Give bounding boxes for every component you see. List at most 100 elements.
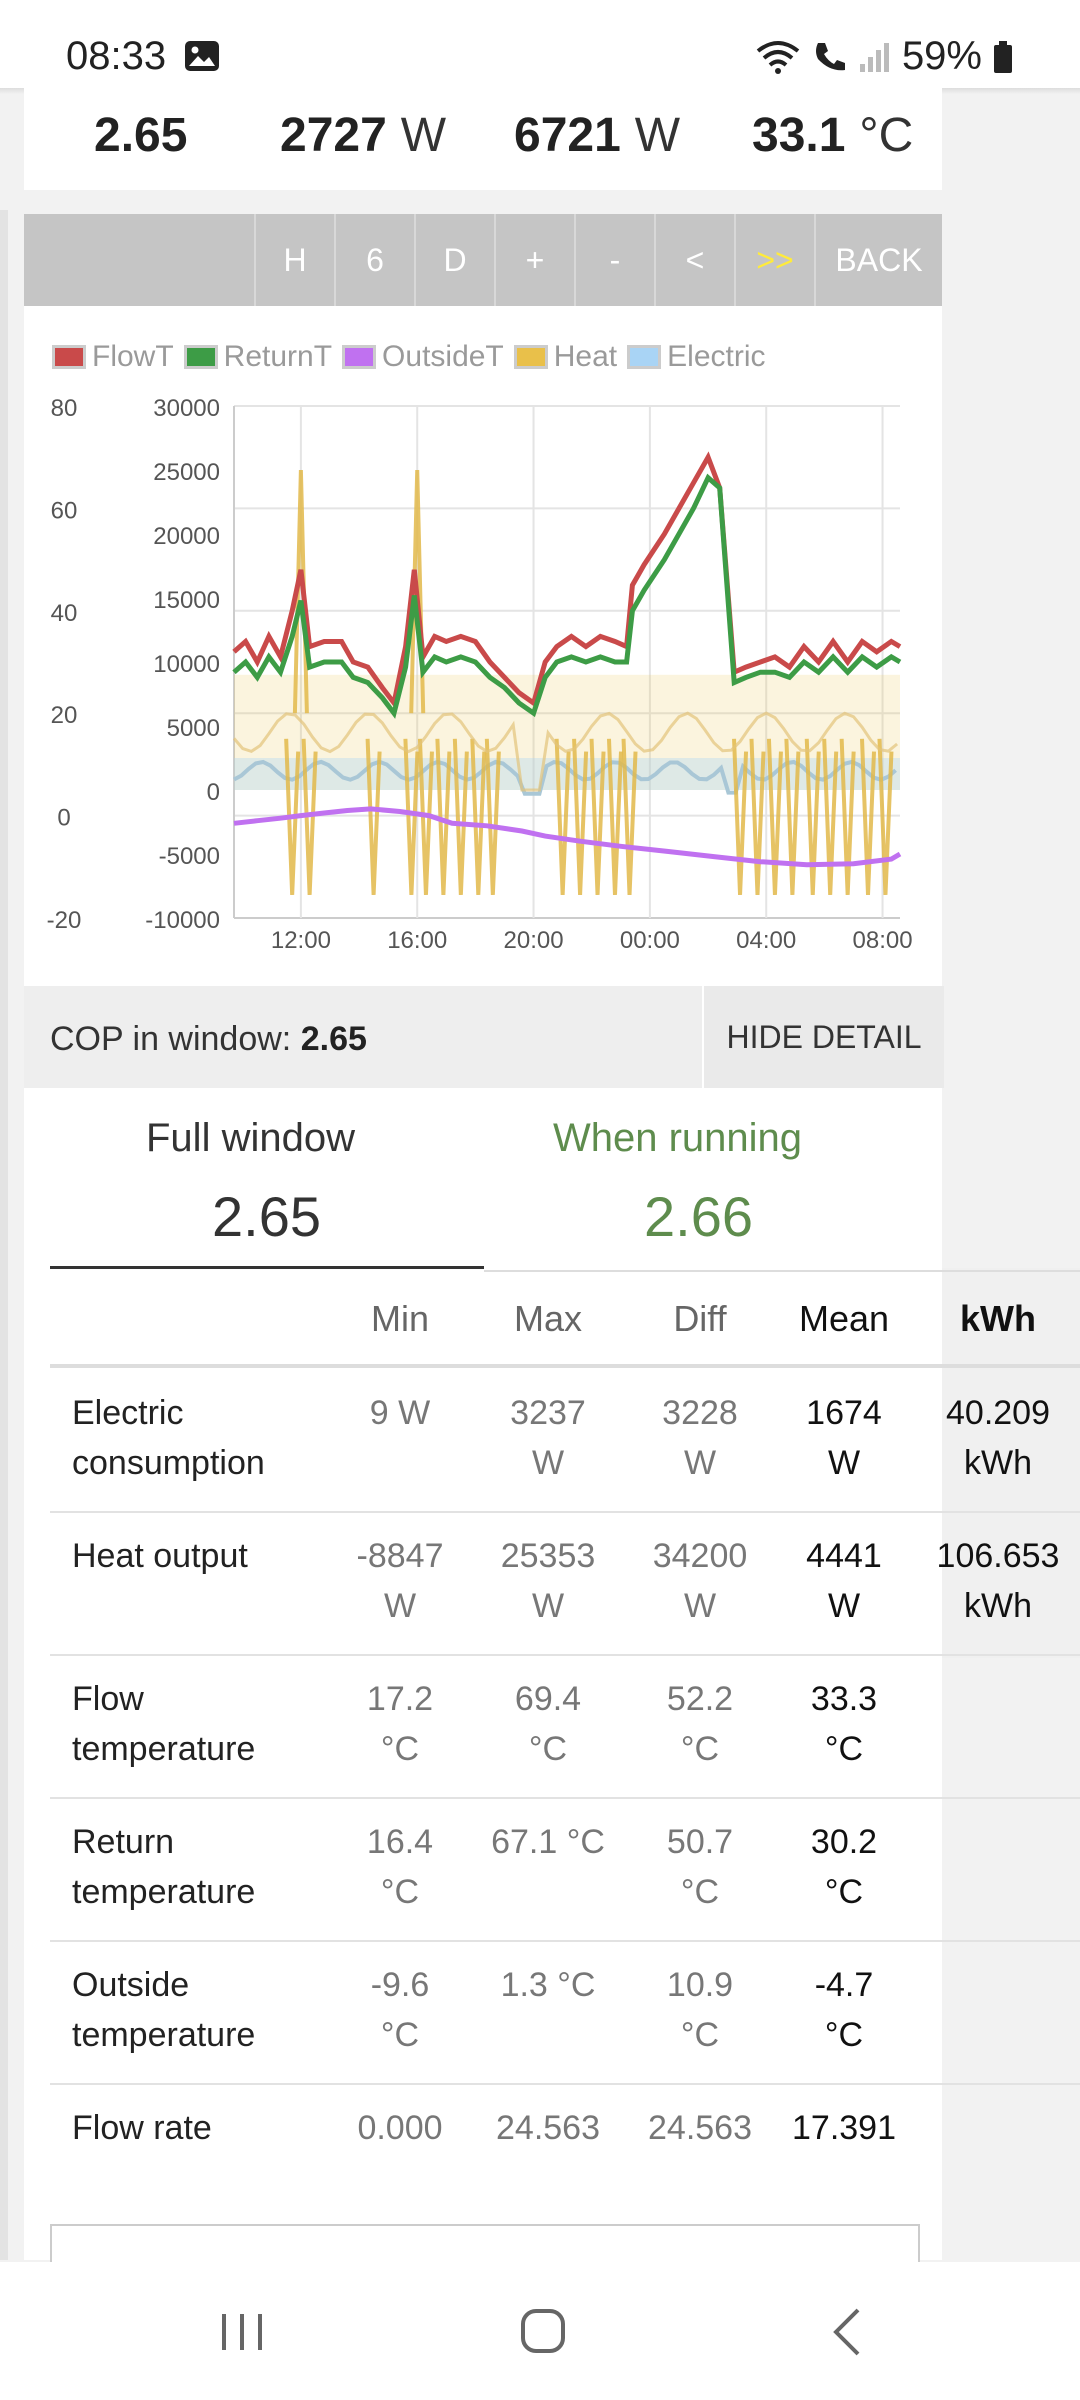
live-stats: 2.65 2727 W 6721 W 33.1 °C — [24, 88, 942, 190]
heat-spike — [554, 738, 571, 896]
table-cell-max: 69.4 °C — [514, 1680, 582, 1768]
series-outsidet-line — [233, 806, 902, 868]
table-cell-kwh: 40.209 kWh — [946, 1394, 1050, 1482]
navigation-bar — [0, 2262, 1080, 2400]
status-bar: 08:33 59% — [0, 0, 1080, 88]
row-divider — [50, 1654, 1080, 1656]
tab-when-running[interactable]: When running — [553, 1116, 803, 1160]
heat-spike — [284, 738, 301, 896]
chart-panel — [24, 306, 942, 986]
battery-percent: 59% — [901, 34, 982, 78]
stat-heat: 6721 W — [514, 109, 681, 162]
heat-spike — [860, 738, 877, 896]
x-tick-label: 12:00 — [271, 927, 331, 954]
y-right-tick-label: -10000 — [145, 907, 220, 934]
pan-left-button[interactable]: < — [654, 214, 734, 306]
x-tick-label: 16:00 — [387, 927, 447, 954]
table-cell-name: Heat output — [72, 1537, 248, 1575]
x-tick-label: 04:00 — [736, 927, 796, 954]
series-returnt-line — [232, 473, 902, 719]
header-min: Min — [370, 1298, 429, 1339]
table-cell-diff: 10.9 °C — [666, 1966, 734, 2054]
spacer — [24, 190, 942, 214]
heat-spike — [403, 738, 420, 896]
table-cell-max: 3237 W — [510, 1394, 586, 1482]
table-cell-mean: 33.3 °C — [810, 1680, 878, 1768]
heat-spike — [365, 738, 382, 896]
wifi-calling-icon — [815, 42, 845, 70]
heat-spike — [470, 738, 487, 896]
table-cell-mean: -4.7 °C — [814, 1966, 874, 2054]
heat-spike — [749, 738, 766, 896]
stat-cop: 2.65 — [94, 109, 188, 162]
gallery-icon — [185, 41, 219, 71]
tab-when-running-value: 2.66 — [644, 1185, 753, 1248]
zoom-in-button[interactable]: + — [494, 214, 574, 306]
y-right-tick-label: 30000 — [153, 395, 220, 422]
table-cell-diff: 52.2 °C — [666, 1680, 734, 1768]
legend-outsidet[interactable]: OutsideT — [342, 340, 504, 374]
y-right-tick-label: 10000 — [153, 651, 220, 678]
stat-flow-temp: 33.1 °C — [752, 109, 914, 162]
wifi-icon — [756, 40, 800, 74]
y-left-tick-label: 80 — [51, 395, 78, 422]
heat-spike — [732, 738, 749, 896]
heat-spike — [589, 738, 606, 896]
heat-spike — [822, 738, 839, 896]
legend-flowt[interactable]: FlowT — [52, 340, 174, 374]
table-cell-name: Flow rate — [72, 2109, 212, 2147]
heat-spike — [452, 738, 469, 896]
day-button[interactable]: D — [414, 214, 494, 306]
legend-returnt[interactable]: ReturnT — [183, 340, 332, 374]
heat-spike — [301, 738, 318, 896]
table-cell-mean: 30.2 °C — [810, 1823, 878, 1911]
hide-detail-button[interactable]: HIDE DETAIL — [702, 986, 944, 1088]
header-mean: Mean — [798, 1298, 890, 1339]
table-cell-mean: 4441 W — [806, 1537, 882, 1625]
table-cell-max: 67.1 °C — [491, 1823, 605, 1861]
chart-plot[interactable]: 80 60 40 20 0 -20 30000 25000 20000 15000 10000 500… — [24, 386, 942, 966]
table-cell-max: 1.3 °C — [500, 1966, 596, 2004]
table-cell-mean: 17.391 — [792, 2109, 896, 2147]
table-cell-mean: 1674 W — [806, 1394, 882, 1482]
table-cell-min: 0.000 — [357, 2109, 443, 2147]
heat-spike — [784, 738, 801, 896]
table-cell-diff: 34200 W — [652, 1537, 748, 1625]
y-right-tick-label: 0 — [207, 779, 220, 806]
active-tab-indicator — [50, 1266, 484, 1269]
heat-spike — [839, 738, 856, 896]
recent-apps-icon[interactable] — [218, 2312, 266, 2352]
six-hour-button[interactable]: 6 — [334, 214, 414, 306]
legend-heat[interactable]: Heat — [513, 340, 617, 374]
header-rule — [50, 1364, 1080, 1368]
y-right-tick-label: -5000 — [159, 843, 220, 870]
heat-spike — [435, 738, 452, 896]
y-right-tick-label: 5000 — [167, 715, 220, 742]
heat-spike — [484, 738, 501, 896]
cop-window-label: COP in window: 2.65 — [50, 1020, 367, 1058]
header-diff: Diff — [673, 1298, 727, 1339]
back-nav-icon[interactable] — [832, 2308, 862, 2356]
header-kwh: kWh — [960, 1298, 1036, 1339]
x-tick-label: 20:00 — [504, 927, 564, 954]
heat-spike — [606, 738, 623, 896]
chart-toolbar: H 6 D + - < >> BACK — [24, 214, 942, 306]
y-left-tick-label: -20 — [47, 907, 82, 934]
status-time: 08:33 — [66, 34, 167, 78]
back-button[interactable]: BACK — [814, 214, 942, 306]
tab-full-window[interactable]: Full window — [146, 1116, 355, 1160]
pan-right-button[interactable]: >> — [734, 214, 814, 306]
page-edge — [0, 210, 8, 2260]
legend-electric[interactable]: Electric — [627, 340, 766, 374]
table-cell-min: -9.6 °C — [370, 1966, 430, 2054]
zoom-out-button[interactable]: - — [574, 214, 654, 306]
home-icon[interactable] — [520, 2308, 566, 2354]
stat-electric: 2727 W — [280, 109, 447, 162]
hour-button[interactable]: H — [254, 214, 334, 306]
row-divider — [50, 1797, 1080, 1799]
table-cell-diff: 3228 W — [662, 1394, 738, 1482]
y-left-tick-label: 40 — [51, 600, 78, 627]
heat-spike — [804, 738, 821, 896]
table-cell-max: 25353 W — [500, 1537, 596, 1625]
kwh-column-overflow — [942, 1268, 1080, 1658]
